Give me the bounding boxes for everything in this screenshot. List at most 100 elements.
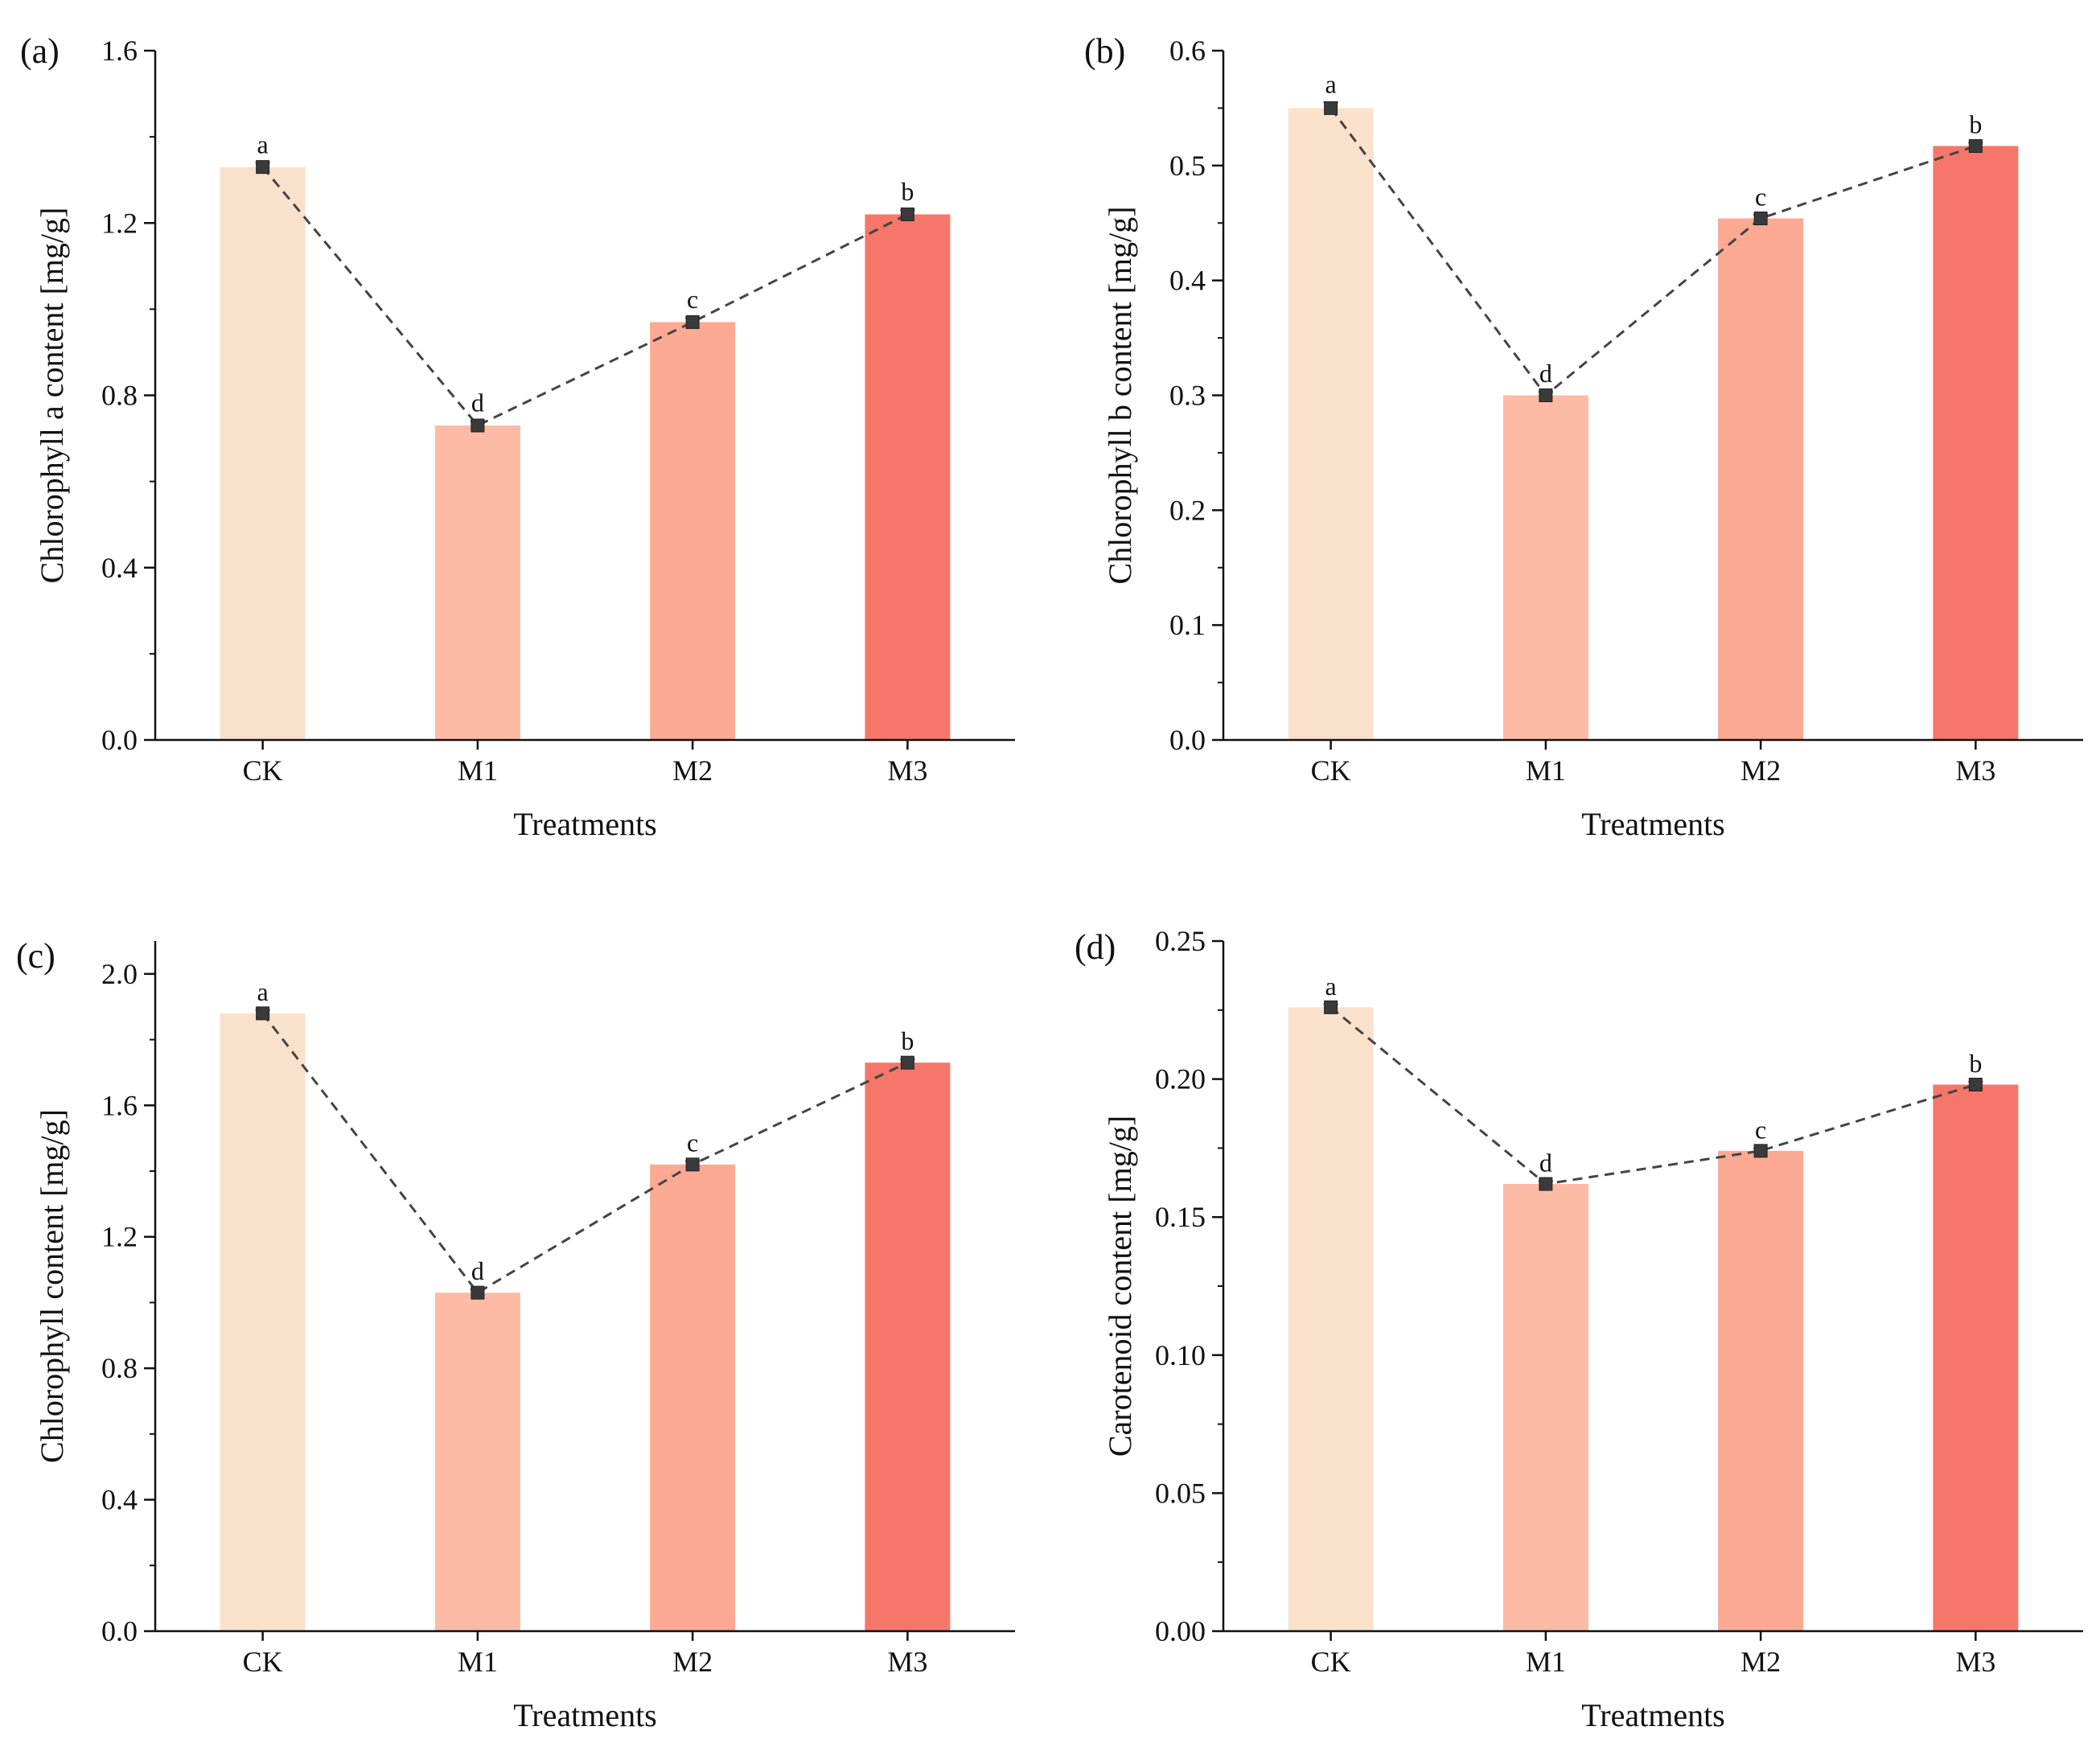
significance-letter: d [471, 1256, 484, 1285]
y-tick-label: 0.8 [101, 1352, 138, 1384]
x-tick-label: M2 [1740, 754, 1781, 787]
significance-letter: a [257, 129, 269, 158]
y-tick-label: 1.2 [101, 207, 138, 239]
x-tick-label: M3 [1955, 754, 1995, 787]
y-tick-label: 0.0 [101, 724, 138, 756]
bar-m3 [865, 214, 951, 741]
bar-m3 [1933, 146, 2019, 741]
data-point-marker [900, 208, 914, 222]
x-tick-label: CK [1311, 754, 1351, 787]
data-point-marker [1753, 1144, 1768, 1158]
trend-line [1329, 107, 1976, 397]
panel-label: (c) [16, 936, 55, 976]
y-tick-label: 0.4 [101, 1484, 138, 1516]
panel-label: (b) [1084, 31, 1125, 71]
data-point-marker [1324, 1000, 1338, 1014]
x-tick-label: M1 [1526, 754, 1566, 787]
y-axis-label: Chlorophyll a content [mg/g] [34, 208, 70, 584]
y-tick-label: 0.2 [1169, 494, 1206, 526]
trend-line [261, 1012, 909, 1295]
y-tick-label: 0.3 [1169, 380, 1206, 412]
bar-m1 [434, 1293, 520, 1631]
bar-ck [220, 166, 306, 740]
x-tick-label: CK [1311, 1646, 1351, 1678]
panel-label: (d) [1075, 927, 1116, 967]
bar-m1 [1502, 395, 1588, 740]
y-tick-label: 0.4 [1169, 265, 1206, 297]
x-axis-label: Treatments [513, 806, 657, 842]
x-tick-label: CK [243, 1646, 283, 1678]
y-tick-label: 0.0 [1169, 724, 1206, 756]
bar-m1 [434, 425, 520, 740]
bar-m2 [650, 1164, 736, 1631]
data-point-marker [471, 1285, 485, 1300]
bar-ck [220, 1013, 306, 1631]
y-tick-label: 0.20 [1155, 1063, 1206, 1095]
data-point-marker [471, 418, 485, 433]
significance-letter: a [1325, 972, 1337, 1001]
x-tick-label: CK [243, 754, 283, 787]
bar-m2 [1718, 218, 1804, 741]
panel-b: (b) 0.0 0.1 0.2 0.3 0.4 0.5 0.6 CK M1 M2 M3 Treatmen… [1084, 31, 2083, 842]
y-tick-label: 0.4 [101, 552, 138, 584]
x-tick-label: M2 [1740, 1646, 1781, 1678]
y-tick-label: 0.25 [1155, 925, 1206, 957]
y-axis-label: Chlorophyll b content [mg/g] [1102, 207, 1138, 585]
x-tick-label: M3 [887, 1646, 927, 1678]
x-tick-label: M2 [672, 754, 713, 787]
data-point-marker [685, 1157, 700, 1172]
data-point-marker [1324, 101, 1338, 115]
x-tick-label: M1 [458, 1646, 498, 1678]
y-axis-label: Carotenoid content [mg/g] [1102, 1116, 1138, 1457]
significance-letter: c [687, 285, 698, 314]
x-tick-label: M1 [458, 754, 498, 787]
y-tick-label: 1.6 [101, 1089, 138, 1121]
bar-ck [1288, 1007, 1374, 1631]
y-tick-label: 0.15 [1155, 1201, 1206, 1233]
data-point-marker [1539, 1177, 1553, 1191]
data-point-marker [685, 314, 700, 329]
bar-m3 [1933, 1084, 2019, 1631]
significance-letter: d [1539, 359, 1552, 388]
x-tick-label: M2 [672, 1646, 713, 1678]
data-point-marker [1753, 212, 1768, 226]
x-tick-label: M3 [887, 754, 927, 787]
bar-m2 [650, 322, 736, 741]
significance-letter: c [687, 1128, 698, 1157]
significance-letter: b [901, 177, 914, 206]
panel-label: (a) [20, 31, 60, 71]
significance-letter: d [471, 388, 484, 417]
significance-letter: d [1539, 1149, 1552, 1178]
y-tick-label: 1.6 [101, 35, 138, 67]
significance-letter: c [1755, 1115, 1766, 1144]
x-tick-label: M1 [1526, 1646, 1566, 1678]
x-tick-label: M3 [1955, 1646, 1995, 1678]
bar-ck [1288, 108, 1374, 740]
y-tick-label: 0.05 [1155, 1477, 1206, 1509]
trend-line [1329, 1006, 1976, 1186]
x-axis-label: Treatments [513, 1697, 657, 1733]
y-tick-label: 0.8 [101, 380, 138, 412]
data-point-marker [1968, 1077, 1983, 1091]
data-point-marker [256, 160, 270, 175]
y-tick-label: 0.10 [1155, 1339, 1206, 1371]
y-tick-label: 0.00 [1155, 1615, 1206, 1647]
y-tick-label: 1.2 [101, 1221, 138, 1253]
data-point-marker [900, 1055, 914, 1070]
panel-d: (d) 0.00 0.05 0.10 0.15 0.20 0.25 CK M1 M2 M3 Treat… [1075, 925, 2083, 1733]
significance-letter: c [1755, 182, 1766, 211]
x-axis-label: Treatments [1581, 806, 1725, 842]
bar-m1 [1502, 1184, 1588, 1631]
y-tick-label: 0.6 [1169, 35, 1206, 67]
bar-m3 [865, 1063, 951, 1631]
bar-m2 [1718, 1150, 1804, 1631]
y-axis-label: Chlorophyll content [mg/g] [34, 1109, 70, 1463]
y-tick-label: 0.5 [1169, 150, 1206, 182]
panel-a: (a) 0.0 0.4 0.8 1.2 1.6 CK M1 M2 M3 Treatments Chlo… [20, 31, 1015, 842]
x-axis-label: Treatments [1581, 1697, 1725, 1733]
significance-letter: b [1969, 1049, 1982, 1078]
y-tick-label: 0.1 [1169, 609, 1206, 641]
trend-line [261, 166, 909, 427]
panel-c: (c) 0.0 0.4 0.8 1.2 1.6 2.0 CK M1 M2 M3 Treatments C… [16, 936, 1015, 1733]
